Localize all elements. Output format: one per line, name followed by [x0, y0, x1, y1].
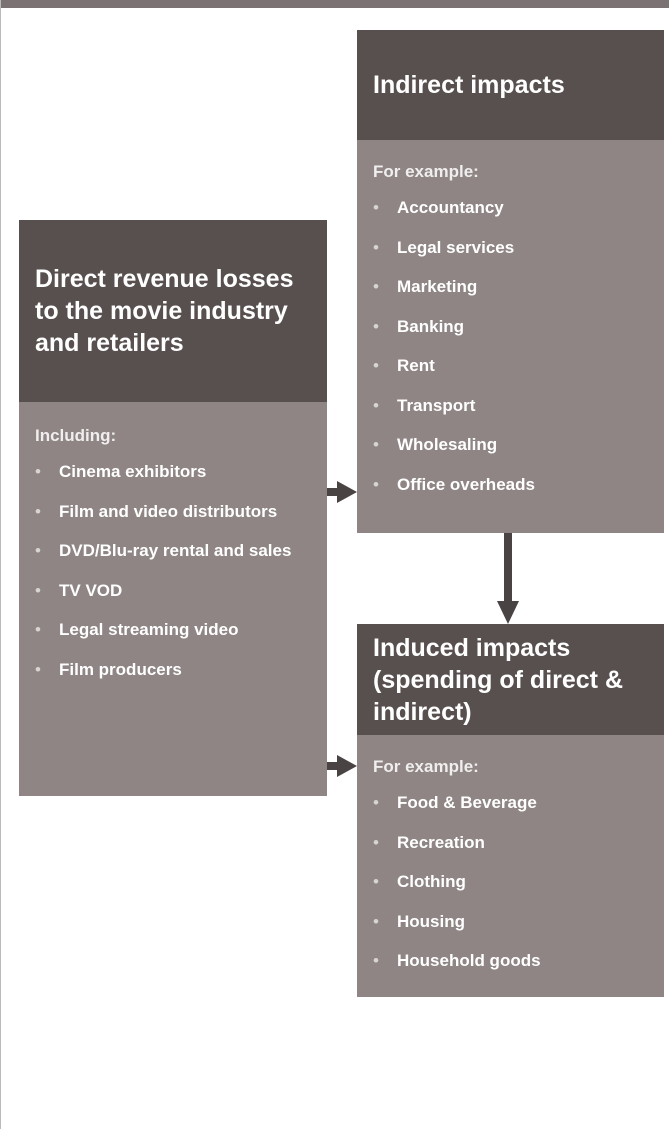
node-title: Direct revenue losses to the movie indus…: [19, 220, 327, 402]
direct-node: Direct revenue losses to the movie indus…: [19, 220, 327, 796]
indirect-node: Indirect impacts For example: Accountanc…: [357, 30, 664, 533]
node-title: Indirect impacts: [357, 30, 664, 140]
list-item: Cinema exhibitors: [35, 458, 311, 486]
node-intro: For example:: [373, 757, 479, 776]
list-item: TV VOD: [35, 577, 311, 605]
node-intro: Including:: [35, 426, 117, 445]
induced-node: Induced impacts (spending of direct & in…: [357, 624, 664, 997]
node-body: For example: Food & Beverage Recreation Cl…: [357, 735, 664, 997]
list-item: Clothing: [373, 868, 648, 896]
list-item: Film producers: [35, 656, 311, 684]
list-item: DVD/Blu-ray rental and sales: [35, 537, 311, 565]
arrow-head: [337, 481, 357, 503]
node-title: Induced impacts (spending of direct & in…: [357, 624, 664, 735]
list-item: Legal services: [373, 234, 648, 262]
list-item: Film and video distributors: [35, 498, 311, 526]
arrow-head: [337, 755, 357, 777]
list-item: Housing: [373, 908, 648, 936]
list-item: Rent: [373, 352, 648, 380]
arrow-shaft: [327, 488, 339, 496]
list-item: Wholesaling: [373, 431, 648, 459]
node-body: Including: Cinema exhibitors Film and vid…: [19, 402, 327, 796]
list-item: Accountancy: [373, 194, 648, 222]
list-item: Household goods: [373, 947, 648, 975]
list-item: Office overheads: [373, 471, 648, 499]
arrow-shaft: [327, 762, 339, 770]
list-item: Recreation: [373, 829, 648, 857]
list-item: Marketing: [373, 273, 648, 301]
arrow-shaft: [504, 533, 512, 603]
node-body: For example: Accountancy Legal services Ma…: [357, 140, 664, 533]
node-intro: For example:: [373, 162, 479, 181]
list-item: Legal streaming video: [35, 616, 311, 644]
list-item: Transport: [373, 392, 648, 420]
arrow-head: [497, 601, 519, 624]
list-item: Food & Beverage: [373, 789, 648, 817]
list-item: Banking: [373, 313, 648, 341]
top-bar: [1, 0, 669, 8]
